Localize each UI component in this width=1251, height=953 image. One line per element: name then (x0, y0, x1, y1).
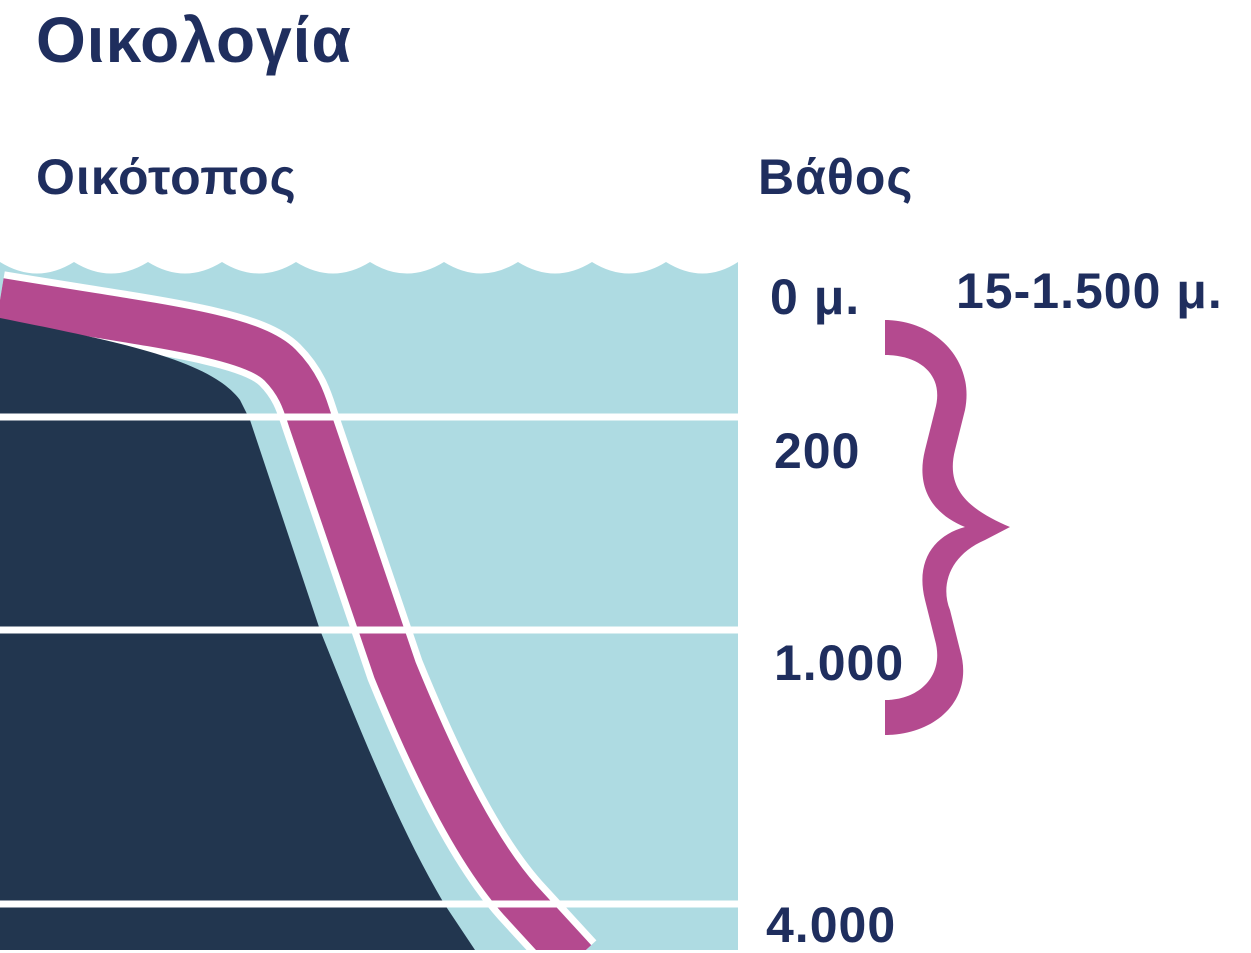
page-title: Οικολογία (36, 4, 352, 76)
habitat-column-heading: Οικότοπος (36, 149, 297, 205)
depth-range-brace (885, 320, 1010, 735)
depth-label-1000: 1.000 (774, 635, 905, 691)
seabed (0, 318, 475, 950)
brace-range-label: 15-1.500 μ. (956, 263, 1223, 319)
habitat-band (0, 278, 592, 950)
depth-column-heading: Βάθος (758, 149, 914, 205)
depth-label-surface: 0 μ. (770, 269, 861, 325)
depth-label-4000: 4.000 (766, 897, 897, 953)
depth-label-200: 200 (774, 423, 861, 479)
